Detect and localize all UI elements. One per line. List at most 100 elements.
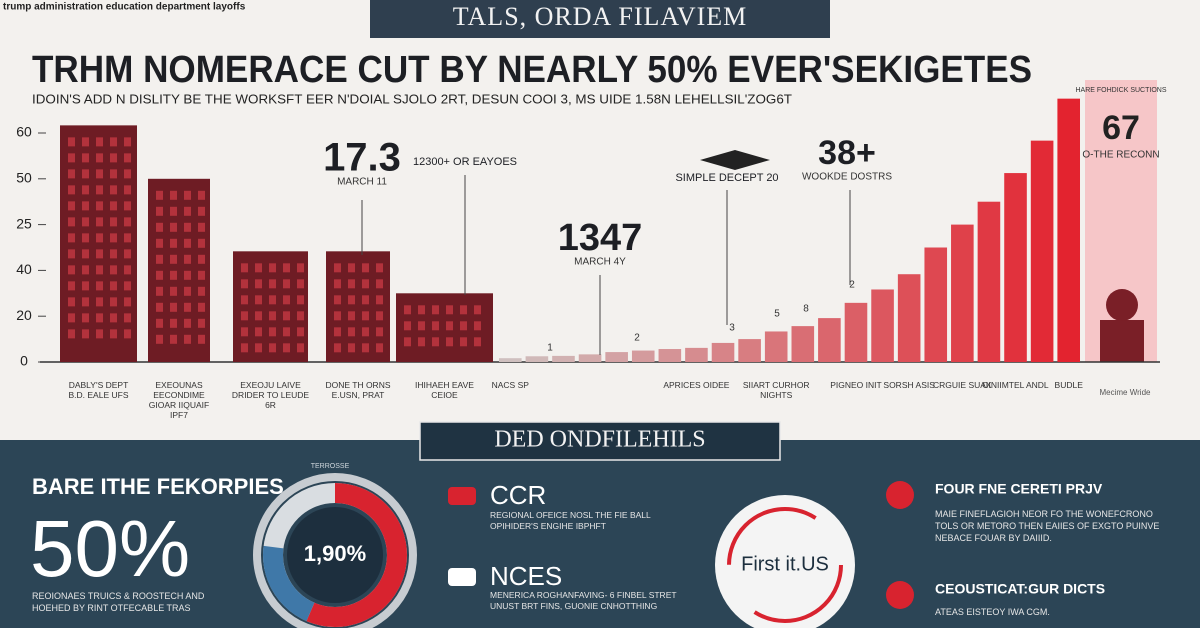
marker-label: 1 <box>547 343 553 354</box>
annotation: 17.3 <box>323 136 401 180</box>
window <box>269 295 276 305</box>
window <box>156 334 163 344</box>
window <box>297 263 304 273</box>
x-tick-label-box: PIGNEO INIT <box>830 380 882 390</box>
donut-blue <box>263 483 407 627</box>
x-tick-label: BUDLE <box>1054 380 1083 390</box>
window <box>297 279 304 289</box>
window <box>184 254 191 264</box>
window <box>170 206 177 216</box>
window <box>96 185 103 195</box>
bar <box>1057 98 1080 363</box>
window <box>184 318 191 328</box>
window <box>124 137 131 147</box>
marker-label: 2 <box>849 280 855 291</box>
window <box>170 222 177 232</box>
highlight-note: O-THE RECONN <box>1082 150 1159 161</box>
side-text: MAIE FINEFLAGIOH NEOR FO THE WONEFCRONO … <box>935 509 1160 543</box>
window <box>156 222 163 232</box>
window <box>432 305 439 315</box>
window <box>184 238 191 248</box>
window <box>184 334 191 344</box>
marker-label: 8 <box>803 304 809 315</box>
bar <box>499 358 522 362</box>
window <box>96 281 103 291</box>
bar <box>871 289 894 362</box>
window <box>124 153 131 163</box>
donut-label: TERROSSE <box>311 463 350 470</box>
badge-ring <box>727 507 843 623</box>
window <box>82 137 89 147</box>
window <box>198 270 205 280</box>
cap-icon <box>700 150 770 170</box>
donut-red <box>263 483 407 627</box>
window <box>170 254 177 264</box>
bar <box>631 350 655 362</box>
window <box>68 217 75 227</box>
side-text-box: MAIE FINEFLAGIOH NEOR FO THE WONEFCRONO … <box>935 509 1160 543</box>
window <box>110 265 117 275</box>
window <box>68 313 75 323</box>
window <box>297 327 304 337</box>
window <box>96 313 103 323</box>
highlight-dome <box>1106 289 1138 321</box>
bar <box>738 339 761 362</box>
window <box>255 295 262 305</box>
window <box>362 279 369 289</box>
window <box>362 327 369 337</box>
window <box>110 137 117 147</box>
y-tick-label: 25 <box>16 215 32 231</box>
marker-label: 3 <box>729 323 735 334</box>
window <box>110 313 117 323</box>
left-note: REOIONAES TRUICS & ROOSTECH AND HOEHED B… <box>32 591 205 613</box>
annotation-note: MARCH 4Y <box>574 257 626 268</box>
window <box>241 343 248 353</box>
donut-outer <box>253 473 417 628</box>
x-tick-label: PIGNEO INIT <box>830 380 882 390</box>
subtitle: IDOIN'S ADD N DISLITY BE THE WORKSFT EER… <box>32 92 792 106</box>
window <box>255 311 262 321</box>
window <box>460 337 467 347</box>
window <box>96 201 103 211</box>
window <box>124 329 131 339</box>
marker-label: 5 <box>774 309 780 320</box>
item-title: NCES <box>490 561 562 591</box>
annotation-note: WOOKDE DOSTRS <box>802 172 892 183</box>
window <box>124 169 131 179</box>
annotation: 38+ <box>818 134 876 172</box>
panel-heading: DED ONDFILEHILS <box>494 427 705 453</box>
item-text-box: REGIONAL OFEICE NOSL THE FIE BALL OPIHID… <box>490 510 651 531</box>
x-tick-label-box: EXEOJU LAIVE DRIDER TO LEUDE 6R <box>231 380 310 410</box>
window <box>124 281 131 291</box>
window <box>198 334 205 344</box>
window <box>418 337 425 347</box>
window <box>334 343 341 353</box>
highlight-heading: HARE FOHDICK SUCTIONS <box>1075 87 1166 94</box>
item-title: CCR <box>490 480 546 510</box>
window <box>474 305 481 315</box>
bar <box>791 326 815 362</box>
window <box>334 263 341 273</box>
y-tick-label: 0 <box>20 353 28 369</box>
x-tick-label-box: IHIHAEH EAVE CEIOE <box>415 380 474 400</box>
building-bar <box>60 125 137 362</box>
window <box>241 263 248 273</box>
badge-text: First it.US <box>741 553 829 575</box>
x-tick-label-box: SIIART CURHOR NIGHTS <box>743 380 810 400</box>
x-tick-label-box: CINIIMTEL ANDL <box>982 380 1048 390</box>
window <box>348 279 355 289</box>
window <box>404 305 411 315</box>
window <box>68 265 75 275</box>
x-tick-label-box: EXEOUNAS EECONDIME GIOAR IIQUAIF IPF7 <box>149 380 209 420</box>
window <box>110 233 117 243</box>
x-tick-label: EXEOJU LAIVE DRIDER TO LEUDE 6R <box>231 380 310 410</box>
bar <box>844 302 868 362</box>
window <box>156 318 163 328</box>
window <box>376 295 383 305</box>
window <box>446 337 453 347</box>
window <box>170 190 177 200</box>
x-tick-label-box: NACS SP <box>492 380 529 390</box>
item-text: REGIONAL OFEICE NOSL THE FIE BALL OPIHID… <box>490 510 651 531</box>
window <box>110 185 117 195</box>
window <box>241 311 248 321</box>
